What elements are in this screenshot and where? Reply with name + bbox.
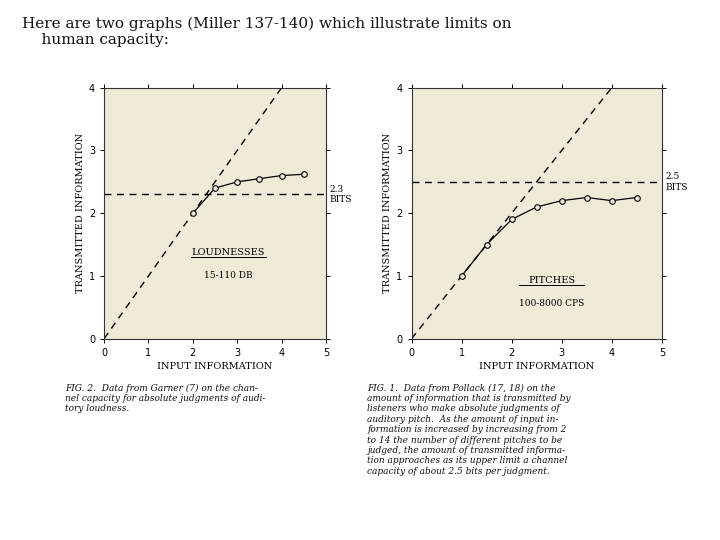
X-axis label: INPUT INFORMATION: INPUT INFORMATION [158, 362, 273, 371]
Text: FIG. 2.  Data from Garner (7) on the chan-
nel capacity for absolute judgments o: FIG. 2. Data from Garner (7) on the chan… [65, 383, 265, 413]
Text: 100-8000 CPS: 100-8000 CPS [519, 299, 585, 308]
Text: FIG. 1.  Data from Pollack (17, 18) on the
amount of information that is transmi: FIG. 1. Data from Pollack (17, 18) on th… [367, 383, 571, 476]
Y-axis label: TRANSMITTED INFORMATION: TRANSMITTED INFORMATION [383, 133, 392, 293]
Text: PITCHES: PITCHES [528, 276, 575, 285]
Text: 2.3
BITS: 2.3 BITS [330, 185, 352, 204]
Text: LOUDNESSES: LOUDNESSES [192, 248, 265, 257]
X-axis label: INPUT INFORMATION: INPUT INFORMATION [479, 362, 594, 371]
Text: Here are two graphs (Miller 137-140) which illustrate limits on
    human capaci: Here are two graphs (Miller 137-140) whi… [22, 16, 511, 47]
Y-axis label: TRANSMITTED INFORMATION: TRANSMITTED INFORMATION [76, 133, 85, 293]
Text: 2.5
BITS: 2.5 BITS [666, 172, 688, 192]
Text: 15-110 DB: 15-110 DB [204, 271, 253, 280]
